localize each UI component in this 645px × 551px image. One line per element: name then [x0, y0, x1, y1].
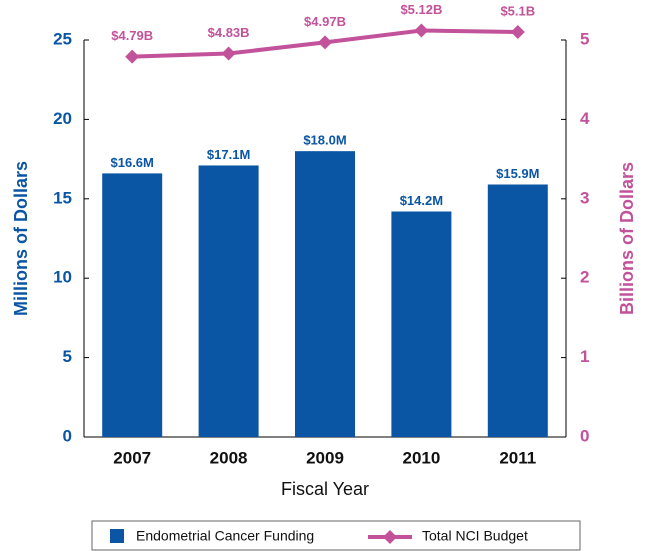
- y2-axis-title: Billions of Dollars: [617, 162, 637, 315]
- bar-value-label: $18.0M: [303, 133, 346, 148]
- y2-tick-label: 2: [580, 268, 589, 287]
- y2-tick-label: 4: [580, 109, 590, 128]
- bar-value-label: $14.2M: [400, 193, 443, 208]
- legend-swatch: [110, 529, 124, 543]
- x-axis-title: Fiscal Year: [281, 479, 369, 499]
- bar-value-label: $17.1M: [207, 147, 250, 162]
- line-marker: [510, 25, 525, 40]
- y-tick-label: 5: [63, 347, 72, 366]
- legend-label: Total NCI Budget: [422, 528, 528, 544]
- line-marker: [221, 46, 236, 61]
- line-value-label: $5.1B: [500, 3, 535, 18]
- legend-swatch: [383, 530, 397, 544]
- line-value-label: $4.97B: [304, 14, 346, 29]
- y2-tick-label: 0: [580, 426, 589, 445]
- bar: [102, 173, 163, 437]
- y2-tick-label: 1: [580, 347, 589, 366]
- y-axis-title: Millions of Dollars: [11, 161, 31, 316]
- y2-tick-label: 3: [580, 188, 589, 207]
- line-marker: [414, 23, 429, 38]
- x-tick-label: 2009: [306, 448, 344, 467]
- bar: [295, 151, 355, 437]
- line-value-label: $4.83B: [208, 25, 250, 40]
- y-tick-label: 10: [53, 268, 72, 287]
- y-tick-label: 25: [53, 29, 72, 48]
- line-value-label: $5.12B: [400, 2, 442, 17]
- bar: [391, 211, 452, 437]
- bar: [198, 165, 259, 437]
- legend-box: [91, 520, 581, 551]
- y-tick-label: 20: [53, 109, 72, 128]
- y2-tick-label: 5: [580, 29, 589, 48]
- x-tick-label: 2007: [113, 448, 151, 467]
- bar-value-label: $15.9M: [496, 166, 539, 181]
- bar: [487, 184, 548, 437]
- y-tick-label: 0: [63, 426, 72, 445]
- x-tick-label: 2011: [499, 448, 536, 467]
- line-value-label: $4.79B: [111, 28, 153, 43]
- y-tick-label: 15: [53, 188, 72, 207]
- line-marker: [318, 35, 332, 50]
- line-marker: [125, 49, 140, 64]
- x-tick-label: 2008: [210, 448, 248, 467]
- legend-label: Endometrial Cancer Funding: [136, 528, 314, 544]
- x-tick-label: 2010: [402, 448, 440, 467]
- bar-value-label: $16.6M: [111, 155, 154, 170]
